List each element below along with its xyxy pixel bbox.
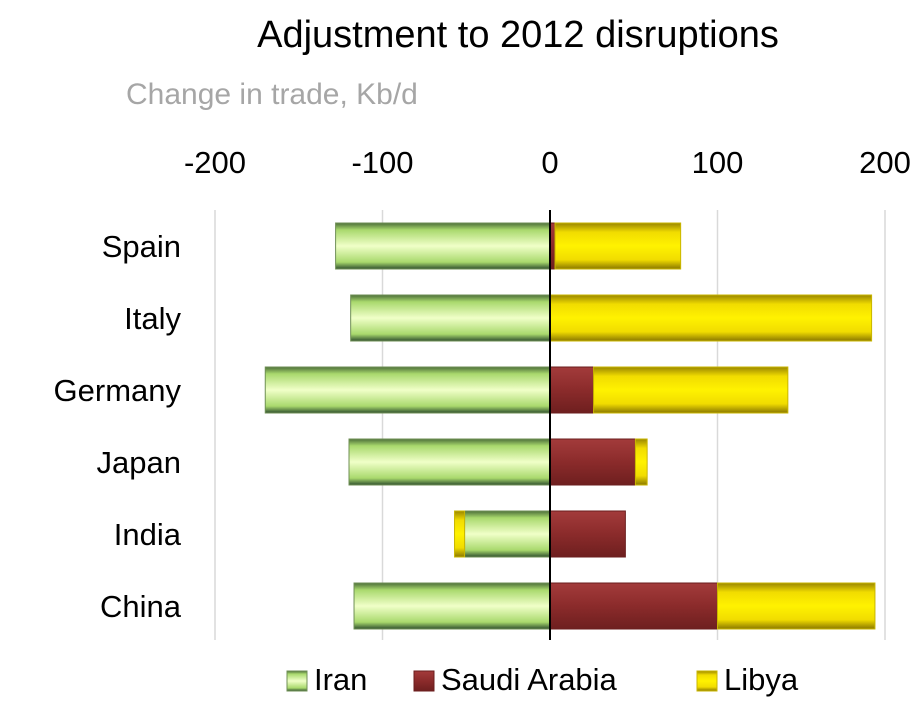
category-label: Japan xyxy=(97,445,181,480)
bar-segment xyxy=(464,510,551,558)
category-labels: Spain Italy Germany Japan India China xyxy=(54,229,182,624)
gridlines xyxy=(214,210,886,640)
x-tick-label: 100 xyxy=(692,145,744,180)
legend-label: Libya xyxy=(724,662,799,697)
bar-segment xyxy=(549,294,873,342)
x-tick-label: 200 xyxy=(859,145,911,180)
legend-label: Iran xyxy=(314,662,367,697)
category-label: India xyxy=(114,517,182,552)
legend-label: Saudi Arabia xyxy=(441,662,618,697)
bar-segment xyxy=(549,582,718,630)
legend-swatch xyxy=(696,670,718,692)
chart-title: Adjustment to 2012 disruptions xyxy=(257,14,779,56)
bar-segment xyxy=(549,438,636,486)
category-label: Germany xyxy=(54,373,182,408)
bar-segment xyxy=(454,510,466,558)
bar-segment xyxy=(554,222,682,270)
category-label: China xyxy=(100,589,182,624)
legend-swatch xyxy=(286,670,308,692)
x-tick-label: -100 xyxy=(351,145,413,180)
x-axis-ticks: -200 -100 0 100 200 xyxy=(184,145,911,180)
x-tick-label: 0 xyxy=(541,145,558,180)
bar-segment xyxy=(593,366,789,414)
bar-segment xyxy=(348,438,551,486)
bar-segment xyxy=(353,582,551,630)
category-label: Italy xyxy=(124,301,181,336)
bar-segment xyxy=(335,222,551,270)
legend-swatch xyxy=(413,670,435,692)
chart-subtitle: Change in trade, Kb/d xyxy=(126,78,418,111)
category-label: Spain xyxy=(102,229,181,264)
legend: Iran Saudi Arabia Libya xyxy=(286,662,799,697)
bars xyxy=(264,222,876,630)
x-tick-label: -200 xyxy=(184,145,246,180)
bar-segment xyxy=(549,366,595,414)
bar-segment xyxy=(350,294,551,342)
bar-segment xyxy=(634,438,648,486)
bar-segment xyxy=(717,582,876,630)
bar-segment xyxy=(549,510,626,558)
bar-segment xyxy=(264,366,551,414)
